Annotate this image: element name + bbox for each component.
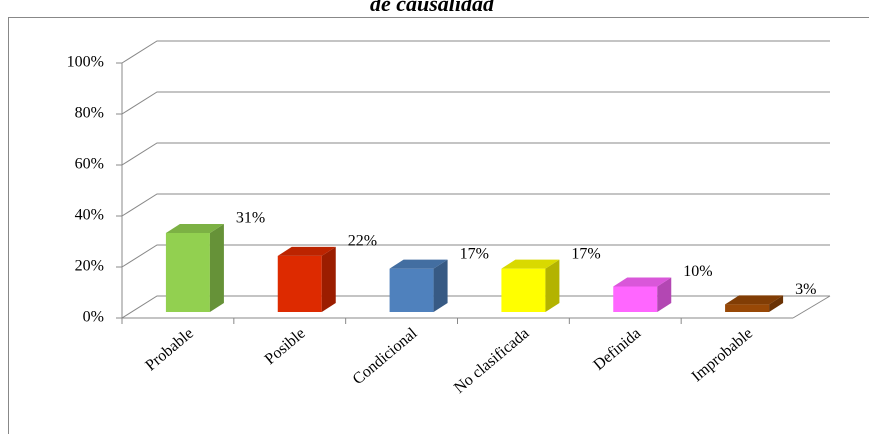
bar-side xyxy=(209,223,224,312)
y-tick-label: 100% xyxy=(67,54,104,71)
grid-line xyxy=(121,40,830,64)
bar xyxy=(389,259,448,312)
value-label: 3% xyxy=(795,281,816,298)
y-tick-label: 60% xyxy=(75,156,104,173)
bar-top xyxy=(725,295,784,305)
bar xyxy=(277,246,336,312)
bar-top xyxy=(165,223,224,233)
y-tick-label: 20% xyxy=(75,258,104,275)
grid-line xyxy=(121,244,830,268)
grid-line xyxy=(121,295,830,319)
bar-top xyxy=(277,246,336,256)
y-tick-label: 80% xyxy=(75,105,104,122)
bar-front xyxy=(277,255,322,312)
bar-top xyxy=(613,277,672,287)
chart-title: de causalidad xyxy=(370,0,495,16)
bar-front xyxy=(165,232,210,312)
bar xyxy=(501,259,560,312)
bar-side xyxy=(657,277,672,312)
chart-frame xyxy=(8,17,869,434)
value-label: 31% xyxy=(236,210,265,227)
bar-side xyxy=(769,295,784,312)
grid-line xyxy=(121,193,830,217)
value-label: 22% xyxy=(348,233,377,250)
grid-line xyxy=(121,91,830,115)
bar-front xyxy=(613,286,658,312)
bar-side xyxy=(545,259,560,312)
bar-front xyxy=(501,268,546,312)
bar-front xyxy=(725,304,770,312)
bar xyxy=(165,223,224,312)
bar xyxy=(613,277,672,312)
bar-side xyxy=(321,246,336,312)
bar-top xyxy=(389,259,448,269)
floor-edge xyxy=(792,295,831,319)
value-label: 17% xyxy=(460,245,489,262)
value-label: 17% xyxy=(571,245,600,262)
bar-front xyxy=(389,268,434,312)
bar xyxy=(725,295,784,312)
grid-line xyxy=(121,142,830,166)
bar-top xyxy=(501,259,560,269)
y-tick-label: 40% xyxy=(75,207,104,224)
value-label: 10% xyxy=(683,263,712,280)
y-tick-label: 0% xyxy=(83,309,104,326)
bar-side xyxy=(433,259,448,312)
